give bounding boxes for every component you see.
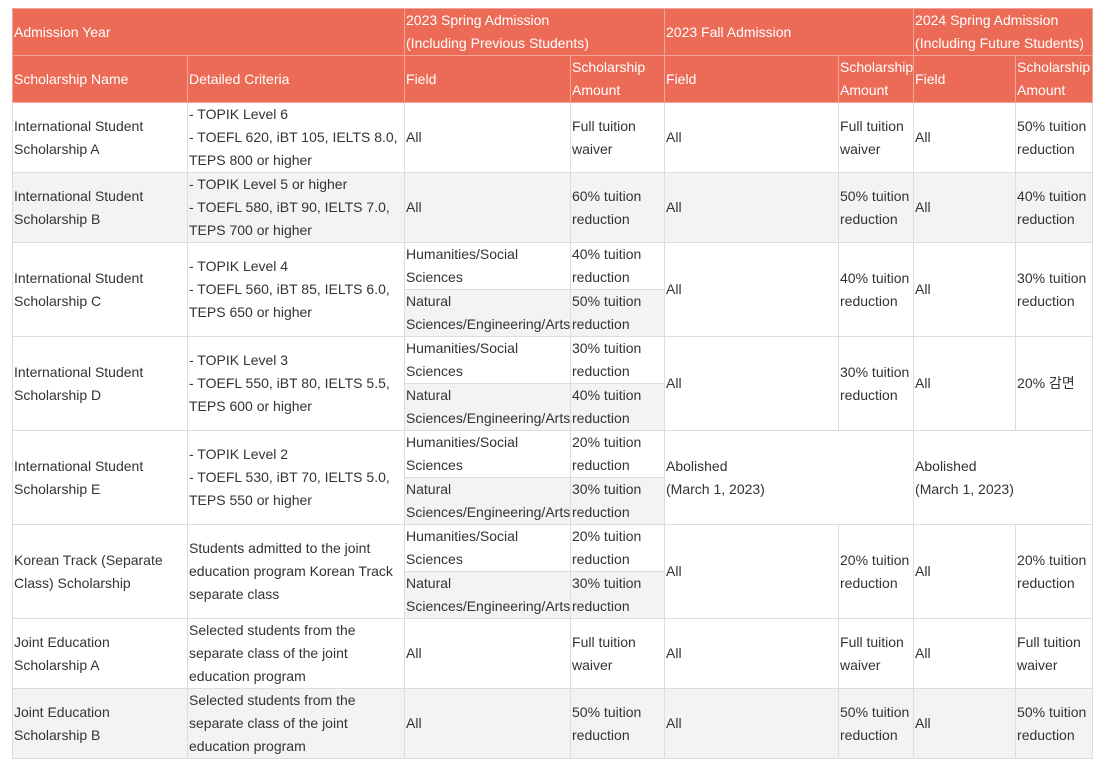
amount: 40% tuition reduction [838, 242, 915, 337]
amount: 20% tuition reduction [570, 524, 666, 572]
column-header: Field [404, 55, 572, 103]
scholarship-name: International Student Scholarship D [12, 336, 188, 431]
amount: 20% tuition reduction [1015, 524, 1094, 619]
amount: Full tuition waiver [570, 618, 666, 689]
criteria: - TOPIK Level 4 - TOEFL 560, iBT 85, IEL… [186, 242, 406, 337]
table-row: International Student Scholarship B- TOP… [12, 172, 1094, 243]
table-row: Joint Education Scholarship B Selected st… [12, 688, 1094, 759]
table-row: International Student Scholarship A- TOP… [12, 102, 1094, 173]
field: All [664, 336, 840, 431]
field: All [664, 618, 840, 689]
note: Abolished (March 1, 2023) [664, 430, 915, 525]
field: Natural Sciences/Engineering/Arts [404, 289, 572, 337]
amount: 50% tuition reduction [1015, 102, 1094, 173]
table-row: International Student Scholarship C- TOP… [12, 242, 1094, 337]
field: All [913, 618, 1017, 689]
scholarship-name: International Student Scholarship E [12, 430, 188, 525]
criteria: Students admitted to the joint education… [186, 524, 406, 619]
field: All [404, 618, 572, 689]
column-header: Scholarship Amount [570, 55, 666, 103]
field: All [913, 172, 1017, 243]
field: All [664, 524, 840, 619]
field: All [404, 688, 572, 759]
scholarship-name: Korean Track (Separate Class) Scholarshi… [12, 524, 188, 619]
column-row: Scholarship Name Detailed Criteria Field Sc… [12, 55, 1094, 103]
amount: Full tuition waiver [1015, 618, 1094, 689]
scholarship-name: International Student Scholarship B [12, 172, 188, 243]
column-header: Scholarship Amount [1015, 55, 1094, 103]
criteria: - TOPIK Level 5 or higher - TOEFL 580, i… [186, 172, 406, 243]
field: All [913, 242, 1017, 337]
scholarship-name: International Student Scholarship A [12, 102, 188, 173]
column-header: Scholarship Name [12, 55, 188, 103]
column-header: Field [664, 55, 840, 103]
criteria: Selected students from the separate clas… [186, 688, 406, 759]
group-header: Admission Year [11, 8, 406, 56]
field: All [664, 688, 840, 759]
amount: 60% tuition reduction [570, 172, 666, 243]
field: Humanities/Social Sciences [404, 242, 572, 290]
column-header: Field [913, 55, 1017, 103]
field: Humanities/Social Sciences [404, 430, 572, 478]
field: All [913, 336, 1017, 431]
field: All [664, 242, 840, 337]
column-header: Scholarship Amount [838, 55, 915, 103]
scholarship-name: Joint Education Scholarship A [12, 618, 188, 689]
amount: 30% tuition reduction [570, 336, 666, 384]
table-row: International Student Scholarship E- TOP… [12, 430, 1094, 525]
table-row: International Student Scholarship D- TOP… [12, 336, 1094, 431]
amount: 50% tuition reduction [570, 289, 666, 337]
field: All [913, 102, 1017, 173]
group-header: 2023 Spring Admission (Including Previou… [404, 8, 666, 56]
amount: 20% tuition reduction [570, 430, 666, 478]
table-row: Natural Sciences/Engineering/Arts 30% tui… [13, 477, 1093, 525]
table-body: International Student Scholarship A- TOP… [12, 102, 1094, 759]
field: All [664, 172, 840, 243]
amount: 50% tuition reduction [838, 172, 915, 243]
criteria: - TOPIK Level 6 - TOEFL 620, iBT 105, IE… [186, 102, 406, 173]
scholarship-table: Admission Year 2023 Spring Admission (Inc… [11, 8, 1094, 759]
field: All [913, 688, 1017, 759]
amount: 50% tuition reduction [838, 688, 915, 759]
amount: 40% tuition reduction [1015, 172, 1094, 243]
amount: 40% tuition reduction [570, 242, 666, 290]
group-row: Admission Year 2023 Spring Admission (Inc… [11, 8, 1094, 56]
field: Natural Sciences/Engineering/Arts [404, 571, 572, 619]
amount: 30% tuition reduction [570, 477, 666, 525]
group-header: 2024 Spring Admission (Including Future … [913, 8, 1094, 56]
amount: Full tuition waiver [838, 102, 915, 173]
amount: 30% tuition reduction [570, 571, 666, 619]
column-header: Detailed Criteria [186, 55, 406, 103]
table-row: Korean Track (Separate Class) Scholarshi… [12, 524, 1094, 619]
amount: 20% tuition reduction [838, 524, 915, 619]
table-row: Natural Sciences/Engineering/Arts 50% tui… [13, 289, 1093, 337]
note: Abolished (March 1, 2023) [913, 430, 1094, 525]
amount: 30% tuition reduction [838, 336, 915, 431]
table-head: Admission Year 2023 Spring Admission (Inc… [11, 8, 1094, 103]
scholarship-name: International Student Scholarship C [12, 242, 188, 337]
field: Humanities/Social Sciences [404, 336, 572, 384]
field: All [913, 524, 1017, 619]
criteria: Selected students from the separate clas… [186, 618, 406, 689]
amount: 50% tuition reduction [1015, 688, 1094, 759]
group-header: 2023 Fall Admission [664, 8, 915, 56]
amount: Full tuition waiver [838, 618, 915, 689]
field: All [404, 102, 572, 173]
amount: Full tuition waiver [570, 102, 666, 173]
amount: 50% tuition reduction [570, 688, 666, 759]
field: Natural Sciences/Engineering/Arts [404, 383, 572, 431]
amount: 30% tuition reduction [1015, 242, 1094, 337]
field: All [404, 172, 572, 243]
table-row: Natural Sciences/Engineering/Arts 40% tui… [13, 383, 1093, 431]
scholarship-name: Joint Education Scholarship B [12, 688, 188, 759]
field: All [664, 102, 840, 173]
table-row: Joint Education Scholarship A Selected st… [12, 618, 1094, 689]
amount: 40% tuition reduction [570, 383, 666, 431]
amount: 20% 감면 [1015, 336, 1094, 431]
criteria: - TOPIK Level 2 - TOEFL 530, iBT 70, IEL… [186, 430, 406, 525]
criteria: - TOPIK Level 3 - TOEFL 550, iBT 80, IEL… [186, 336, 406, 431]
field: Humanities/Social Sciences [404, 524, 572, 572]
field: Natural Sciences/Engineering/Arts [404, 477, 572, 525]
